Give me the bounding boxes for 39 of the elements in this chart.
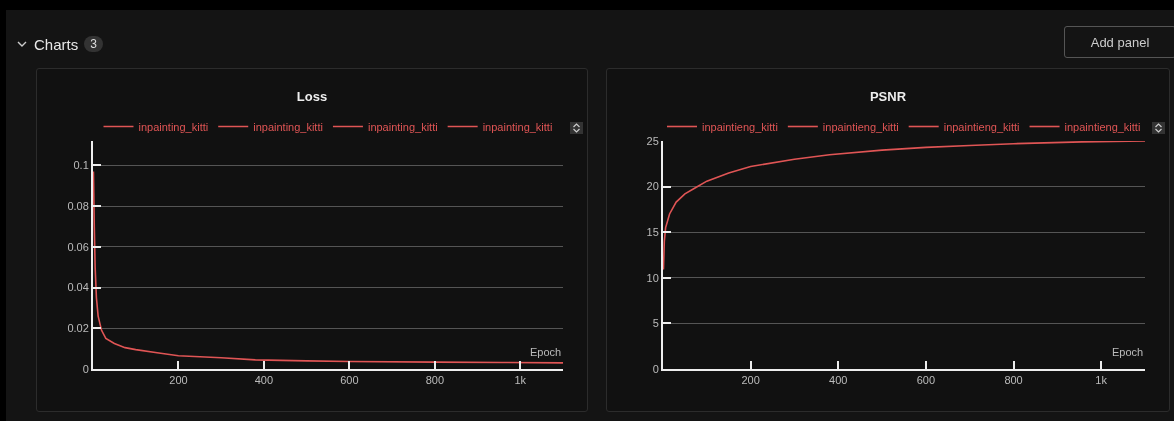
chart-title: Loss: [296, 88, 328, 104]
y-tick-label: 0.1: [73, 159, 89, 172]
y-tick-label: 0: [82, 362, 89, 375]
x-tick-label: 800: [425, 374, 444, 387]
text: 3: [84, 36, 103, 52]
y-tick-label: 0.08: [67, 199, 89, 212]
x-tick-label: 1k: [1095, 374, 1108, 387]
x-tick-label: 200: [169, 374, 188, 387]
y-tick-label: 25: [646, 134, 659, 147]
legend-label: inpainting_kitti: [253, 120, 323, 133]
legend-label: inpaintieng_kitti: [702, 120, 778, 133]
legend-label: inpainting_kitti: [367, 120, 438, 133]
x-tick-label: 200: [741, 374, 760, 387]
legend-label: inpaintieng_kitti: [943, 120, 1020, 133]
chart-title: PSNR: [869, 88, 907, 104]
line-series: [93, 170, 563, 364]
text: Charts: [34, 35, 79, 53]
x-tick-label: 800: [1004, 374, 1023, 387]
x-tick-label: 600: [916, 374, 936, 387]
y-tick-label: 5: [652, 317, 659, 330]
x-axis-title: Epoch: [1112, 346, 1144, 358]
legend-label: inpaintieng_kitti: [1064, 120, 1141, 133]
y-tick-label: 0.06: [67, 240, 89, 253]
x-axis-title: Epoch: [530, 346, 562, 358]
legend-label: inpainting_kitti: [482, 120, 553, 133]
x-tick-label: 400: [829, 374, 848, 387]
y-tick-label: 0.04: [67, 281, 89, 294]
text: Add panel: [1064, 26, 1174, 58]
y-tick-label: 0.02: [67, 322, 89, 335]
y-tick-label: 20: [646, 180, 659, 193]
y-tick-label: 15: [646, 226, 659, 239]
y-tick-label: 0: [652, 362, 659, 375]
x-tick-label: 600: [340, 374, 359, 387]
y-tick-label: 10: [646, 271, 659, 284]
legend-label: inpainting_kitti: [138, 120, 209, 133]
x-tick-label: 1k: [514, 374, 527, 387]
x-tick-label: 400: [254, 374, 274, 387]
legend-label: inpaintieng_kitti: [822, 120, 899, 133]
line-series: [663, 141, 1145, 271]
